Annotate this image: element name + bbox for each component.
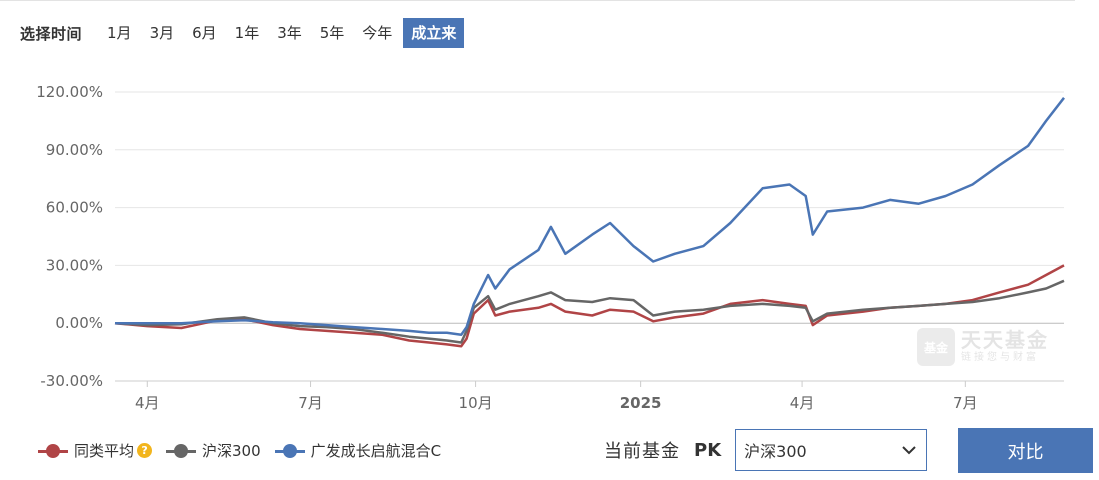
- range-option-3y[interactable]: 3年: [277, 24, 302, 42]
- x-tick-label: 4月: [135, 394, 160, 412]
- x-tick-label: 10月: [459, 394, 493, 412]
- pk-label: PK: [694, 439, 722, 461]
- legend-marker-fund: [274, 443, 305, 458]
- range-option-1y[interactable]: 1年: [234, 24, 260, 42]
- chevron-down-icon: [902, 445, 916, 454]
- series-line-1: [114, 279, 1065, 344]
- help-icon[interactable]: ?: [137, 443, 153, 458]
- time-range-selector: 选择时间 1月 3月 6月 1年 3年 5年 今年 成立来: [20, 18, 465, 48]
- y-tick-label: -30.00%: [40, 372, 103, 390]
- watermark-brand: 天天基金: [961, 328, 1049, 352]
- legend-item-fund[interactable]: 广发成长启航混合C: [274, 440, 442, 461]
- y-tick-label: 120.00%: [36, 83, 103, 101]
- range-option-ytd[interactable]: 今年: [362, 24, 393, 42]
- compare-button[interactable]: 对比: [958, 428, 1093, 473]
- x-tick-label: 4月: [790, 394, 815, 412]
- legend-item-csi300[interactable]: 沪深300: [166, 440, 261, 461]
- range-option-3m[interactable]: 3月: [149, 24, 175, 42]
- x-tick-label: 7月: [298, 394, 323, 412]
- x-tick-label: 2025: [620, 394, 662, 412]
- y-tick-label: 0.00%: [55, 314, 103, 332]
- range-option-5y[interactable]: 5年: [319, 24, 345, 42]
- legend-label-fund: 广发成长启航混合C: [310, 442, 442, 460]
- y-tick-label: 90.00%: [46, 141, 103, 159]
- benchmark-select[interactable]: 沪深300: [735, 429, 928, 471]
- y-tick-label: 60.00%: [46, 199, 103, 217]
- legend-item-category-average[interactable]: 同类平均 ?: [38, 440, 153, 461]
- top-divider: [0, 0, 1075, 1]
- chart-legend: 同类平均 ? 沪深300 广发成长启航混合C: [38, 440, 455, 461]
- performance-line-chart: -30.00% 0.00% 30.00% 60.00% 90.00% 120.00% 4月 7…: [36, 83, 1065, 412]
- current-fund-label: 当前基金: [604, 441, 680, 462]
- legend-label-category-average: 同类平均: [74, 442, 135, 460]
- range-option-since-inception[interactable]: 成立来: [403, 18, 465, 48]
- watermark-logo-icon: 基金: [917, 328, 955, 366]
- y-tick-label: 30.00%: [46, 256, 103, 274]
- range-option-1m[interactable]: 1月: [107, 24, 132, 42]
- watermark: 基金 天天基金 链接您与财富: [917, 328, 1049, 366]
- x-tick-label: 7月: [953, 394, 978, 412]
- benchmark-select-value: 沪深300: [744, 442, 807, 461]
- pk-compare-area: 当前基金 PK 沪深300: [604, 428, 928, 472]
- legend-marker-category-average: [38, 443, 68, 458]
- range-option-6m[interactable]: 6月: [192, 24, 217, 42]
- watermark-slogan: 链接您与财富: [961, 352, 1039, 363]
- legend-marker-csi300: [166, 443, 197, 458]
- legend-label-csi300: 沪深300: [202, 442, 261, 460]
- time-range-title: 选择时间: [20, 24, 83, 43]
- series-line-2: [115, 97, 1065, 337]
